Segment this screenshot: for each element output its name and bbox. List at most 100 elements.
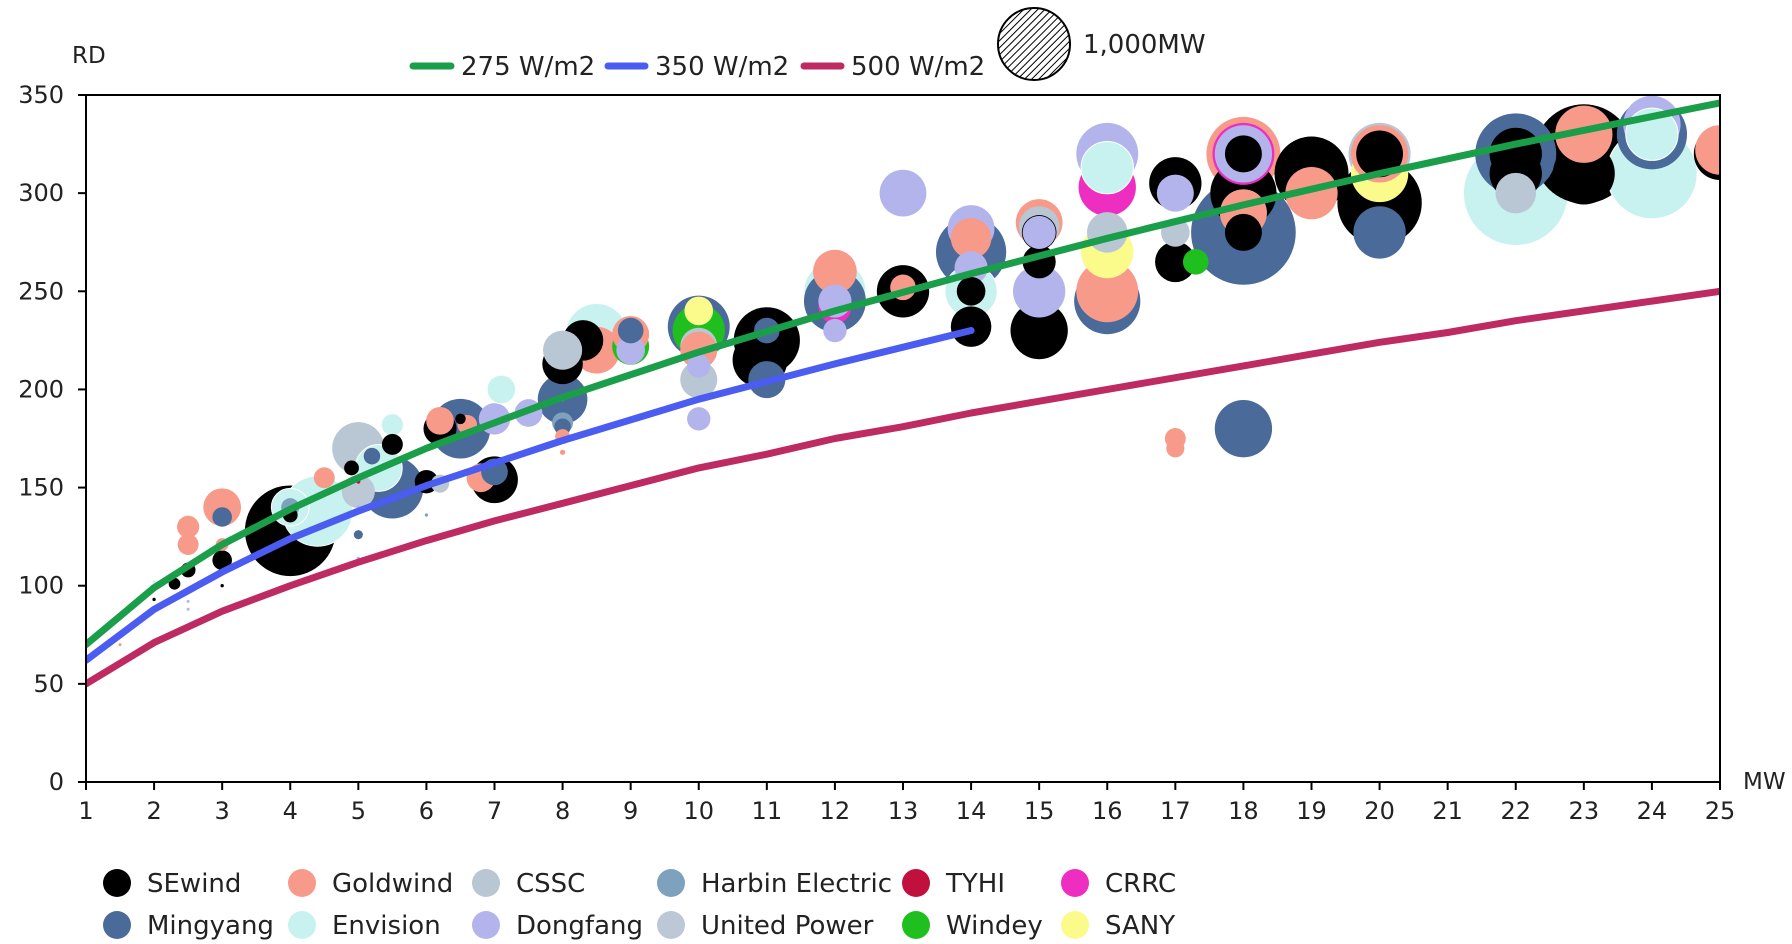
legend-label-sewind: SEwind [147, 869, 241, 899]
size-legend: 1,000MW [997, 7, 1206, 81]
x-tick-label: 21 [1432, 797, 1463, 825]
x-tick-label: 6 [419, 797, 434, 825]
x-tick-label: 9 [623, 797, 638, 825]
legend-label-cssc: CSSC [516, 869, 585, 899]
size-legend-circle [997, 7, 1071, 81]
bubble-harbin-electric [424, 513, 429, 517]
legend-label-windey: Windey [946, 911, 1043, 940]
bubble-sewind [1224, 135, 1262, 173]
legend-swatch-sewind [103, 869, 131, 897]
bubble-mingyang [363, 447, 381, 465]
legend-swatch-dongfang [472, 911, 500, 939]
legend-label-harbin-electric: Harbin Electric [701, 869, 892, 899]
bubble-sewind [956, 276, 986, 306]
bubble-sewind [455, 413, 466, 425]
x-tick-label: 11 [752, 797, 783, 825]
bubble-sewind [220, 584, 224, 588]
bubble-goldwind [1695, 125, 1720, 175]
legend-swatch-goldwind [288, 869, 316, 897]
legend-label-united-power: United Power [701, 911, 874, 940]
reference-line-0 [86, 99, 1720, 649]
bubble-cssc [543, 330, 583, 370]
x-tick-label: 12 [820, 797, 851, 825]
bubble-dongfang [687, 407, 711, 431]
bubble-goldwind [1076, 260, 1139, 323]
bubble-sany [684, 296, 714, 326]
y-tick-label: 50 [33, 670, 64, 698]
legend-swatch-crrc [1061, 869, 1089, 897]
bubble-mingyang [353, 530, 363, 540]
reference-line-1 [86, 327, 975, 664]
x-tick-label: 1 [78, 797, 93, 825]
legend-label-tyhi: TYHI [945, 869, 1005, 899]
x-tick-label: 18 [1228, 797, 1259, 825]
bubble-mingyang [1353, 206, 1406, 259]
legend-label-mingyang: Mingyang [147, 911, 274, 940]
y-tick-label: 200 [18, 375, 64, 403]
y-tick-label: 150 [18, 474, 64, 502]
x-axis-title: MW [1743, 769, 1786, 795]
legend-label-350: 350 W/m2 [655, 52, 789, 82]
bubble-sewind [381, 433, 403, 455]
bubble-goldwind [950, 218, 992, 259]
bubble-dongfang [616, 335, 645, 365]
x-tick-label: 7 [487, 797, 502, 825]
bubble-dongfang [1013, 265, 1066, 318]
bubble-sewind [1010, 301, 1068, 360]
bubble-goldwind [177, 534, 199, 555]
bubble-goldwind [559, 449, 566, 455]
bubble-sewind [152, 597, 156, 602]
legend-swatch-tyhi [902, 869, 930, 897]
bubble-mingyang [617, 317, 644, 344]
x-tick-label: 5 [351, 797, 366, 825]
bubble-dongfang [1022, 215, 1056, 249]
x-tick-label: 24 [1637, 797, 1668, 825]
bubble-dongfang [186, 599, 190, 603]
bubble-goldwind [813, 249, 857, 294]
bubble-envision [380, 413, 404, 437]
x-tick-label: 22 [1500, 797, 1531, 825]
bubble-goldwind [1555, 105, 1613, 163]
legend-label-500: 500 W/m2 [851, 52, 985, 82]
x-tick-label: 13 [888, 797, 919, 825]
legend-swatch-windey [902, 911, 930, 939]
x-tick-label: 16 [1092, 797, 1123, 825]
y-tick-label: 350 [18, 81, 64, 109]
y-tick-label: 100 [18, 572, 64, 600]
bubble-goldwind [1166, 439, 1185, 458]
x-tick-label: 15 [1024, 797, 1055, 825]
bubble-goldwind [177, 515, 200, 538]
legend-swatch-united-power [657, 911, 685, 939]
legend-swatch-envision [288, 911, 316, 939]
bubble-envision [1080, 140, 1134, 195]
bubble-sewind [950, 306, 992, 347]
x-tick-label: 19 [1296, 797, 1327, 825]
bubble-dongfang [823, 318, 847, 343]
legend-label-sany: SANY [1105, 911, 1175, 940]
legend-label-goldwind: Goldwind [332, 869, 453, 899]
bubble-goldwind [313, 467, 335, 489]
legend-swatch-sany [1061, 911, 1089, 939]
legend-swatch-cssc [472, 869, 500, 897]
y-tick-label: 300 [18, 179, 64, 207]
x-tick-label: 17 [1160, 797, 1191, 825]
bubble-sewind [1224, 213, 1262, 251]
legend-swatch-mingyang [103, 911, 131, 939]
bubble-mingyang [212, 507, 232, 527]
bubble-dongfang [687, 354, 711, 378]
x-tick-label: 10 [683, 797, 714, 825]
reference-line-2 [86, 287, 1720, 688]
bubble-mingyang [1214, 400, 1273, 458]
x-tick-label: 14 [956, 797, 987, 825]
size-legend-label: 1,000MW [1083, 30, 1206, 60]
legend-label-crrc: CRRC [1105, 869, 1176, 899]
y-axis-title: RD [72, 43, 106, 69]
legend-label-dongfang: Dongfang [516, 911, 643, 940]
bubble-sewind [344, 460, 359, 476]
bubble-goldwind [1285, 166, 1338, 220]
bubble-cssc [1495, 172, 1537, 214]
bubble-goldwind [426, 406, 454, 435]
x-tick-label: 8 [555, 797, 570, 825]
